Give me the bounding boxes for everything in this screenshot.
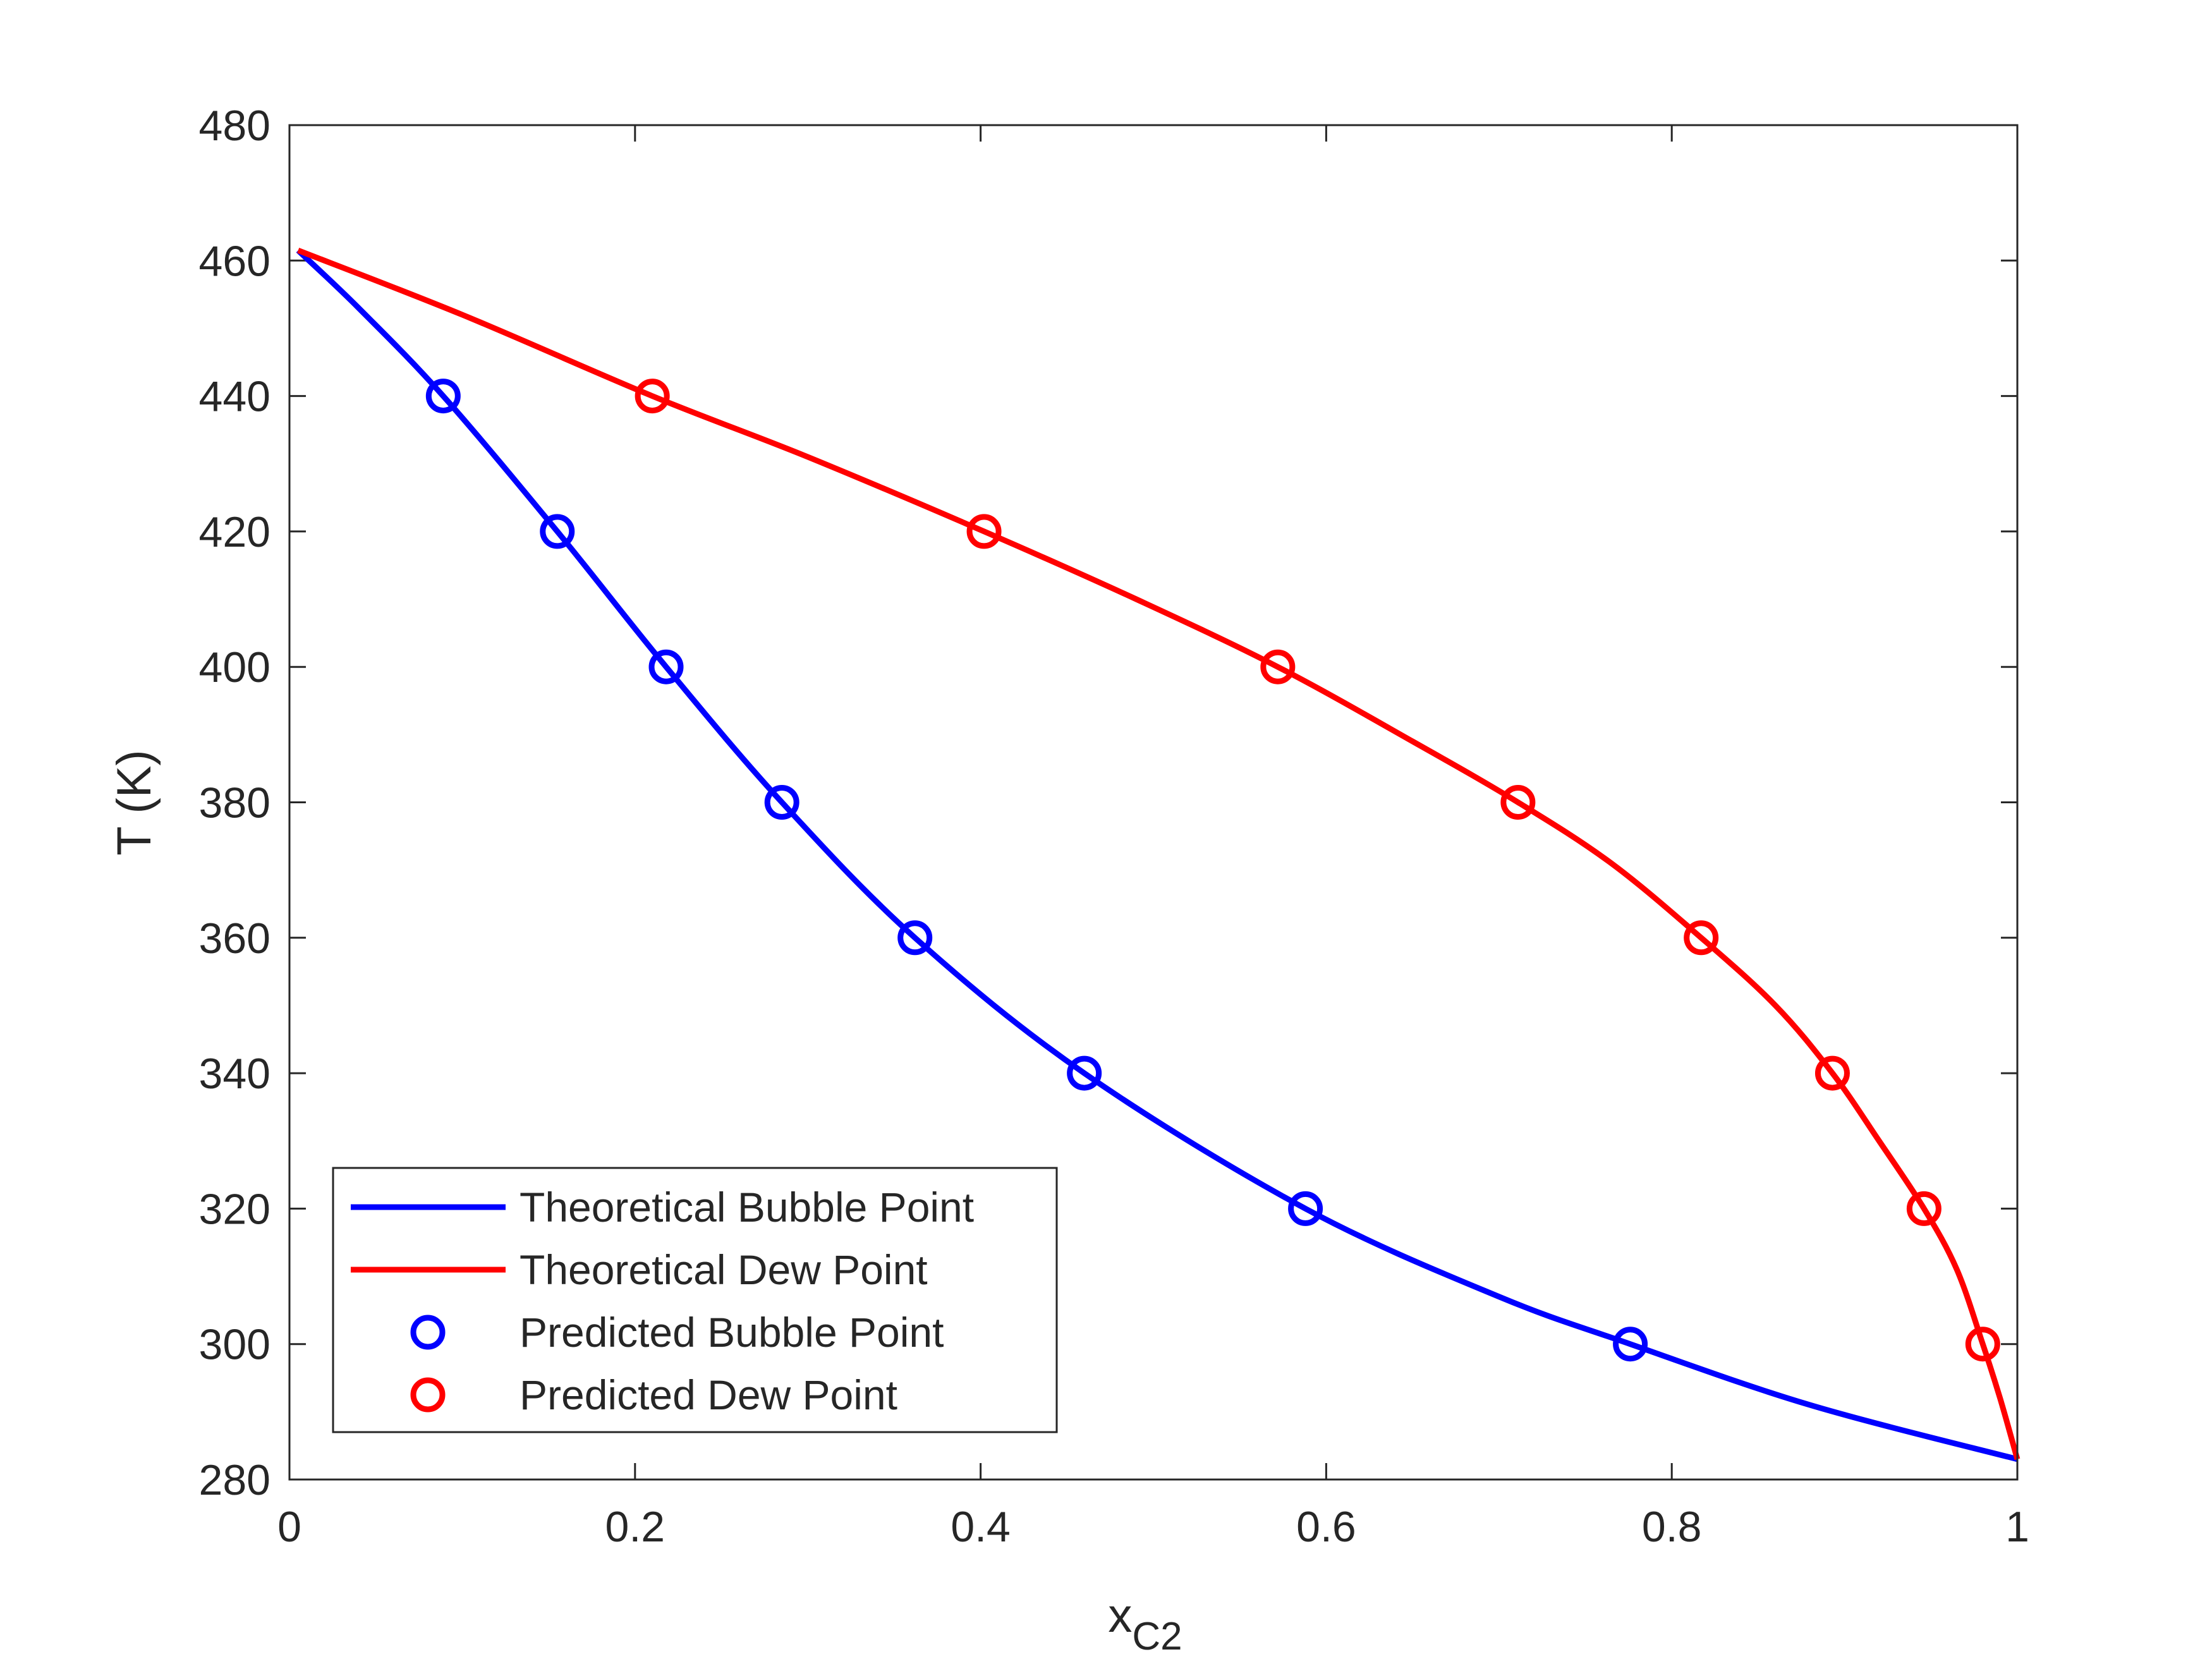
x-axis-label-main: x — [1108, 1589, 1132, 1643]
legend-swatch-predicted-dew — [410, 1377, 446, 1413]
y-tick-label: 360 — [199, 915, 270, 963]
y-tick-label: 480 — [199, 102, 270, 150]
series-2-marker — [1288, 1191, 1323, 1226]
series-2-marker — [764, 785, 799, 820]
y-tick-label: 380 — [199, 779, 270, 827]
series-2-marker — [648, 649, 684, 684]
series-3-marker — [1684, 920, 1719, 956]
legend-label-theoretical-bubble: Theoretical Bubble Point — [520, 1184, 974, 1231]
series-2-marker — [425, 379, 461, 414]
series-3-marker — [1965, 1327, 2000, 1362]
series-2-marker — [1067, 1055, 1102, 1091]
series-2-marker — [540, 514, 575, 549]
y-tick-label: 440 — [199, 373, 270, 421]
x-tick-label: 1 — [2005, 1503, 2029, 1551]
x-axis-label: xC2 — [1108, 1589, 1182, 1658]
x-tick-label: 0.4 — [951, 1503, 1011, 1551]
series-3-marker — [966, 514, 1002, 549]
y-tick-label: 280 — [199, 1456, 270, 1504]
x-tick-label: 0.2 — [605, 1503, 665, 1551]
y-tick-label: 300 — [199, 1321, 270, 1369]
y-tick-label: 460 — [199, 237, 270, 285]
x-tick-label: 0.8 — [1642, 1503, 1702, 1551]
legend: Theoretical Bubble Point Theoretical Dew… — [332, 1167, 1058, 1433]
legend-box — [332, 1167, 1058, 1433]
x-tick-labels: 0 0.2 0.4 0.6 0.8 1 — [277, 1503, 2029, 1551]
series-3-marker — [1906, 1191, 1942, 1226]
series-3-marker — [1260, 649, 1296, 684]
x-axis-label-subscript: C2 — [1132, 1615, 1182, 1658]
series-3-marker — [1814, 1055, 1850, 1091]
plot-frame — [288, 124, 2019, 1481]
series-2-marker — [1613, 1327, 1648, 1362]
legend-label-theoretical-dew: Theoretical Dew Point — [520, 1246, 928, 1293]
y-tick-labels: 280 300 320 340 360 380 400 420 440 460 480 — [199, 102, 270, 1504]
x-tick-label: 0.6 — [1296, 1503, 1356, 1551]
x-tick-label: 0 — [277, 1503, 301, 1551]
legend-swatch-predicted-bubble — [410, 1315, 446, 1350]
legend-label-predicted-bubble: Predicted Bubble Point — [520, 1309, 944, 1356]
y-axis-label: T (K) — [107, 750, 161, 855]
series-markers — [425, 379, 2000, 1362]
y-tick-label: 420 — [199, 508, 270, 556]
y-tick-label: 400 — [199, 643, 270, 691]
y-tick-label: 320 — [199, 1185, 270, 1233]
y-tick-label: 340 — [199, 1050, 270, 1098]
legend-label-predicted-dew: Predicted Dew Point — [520, 1371, 897, 1418]
series-3-marker — [1500, 785, 1536, 820]
series-2-marker — [897, 920, 933, 956]
series-3-marker — [635, 379, 670, 414]
